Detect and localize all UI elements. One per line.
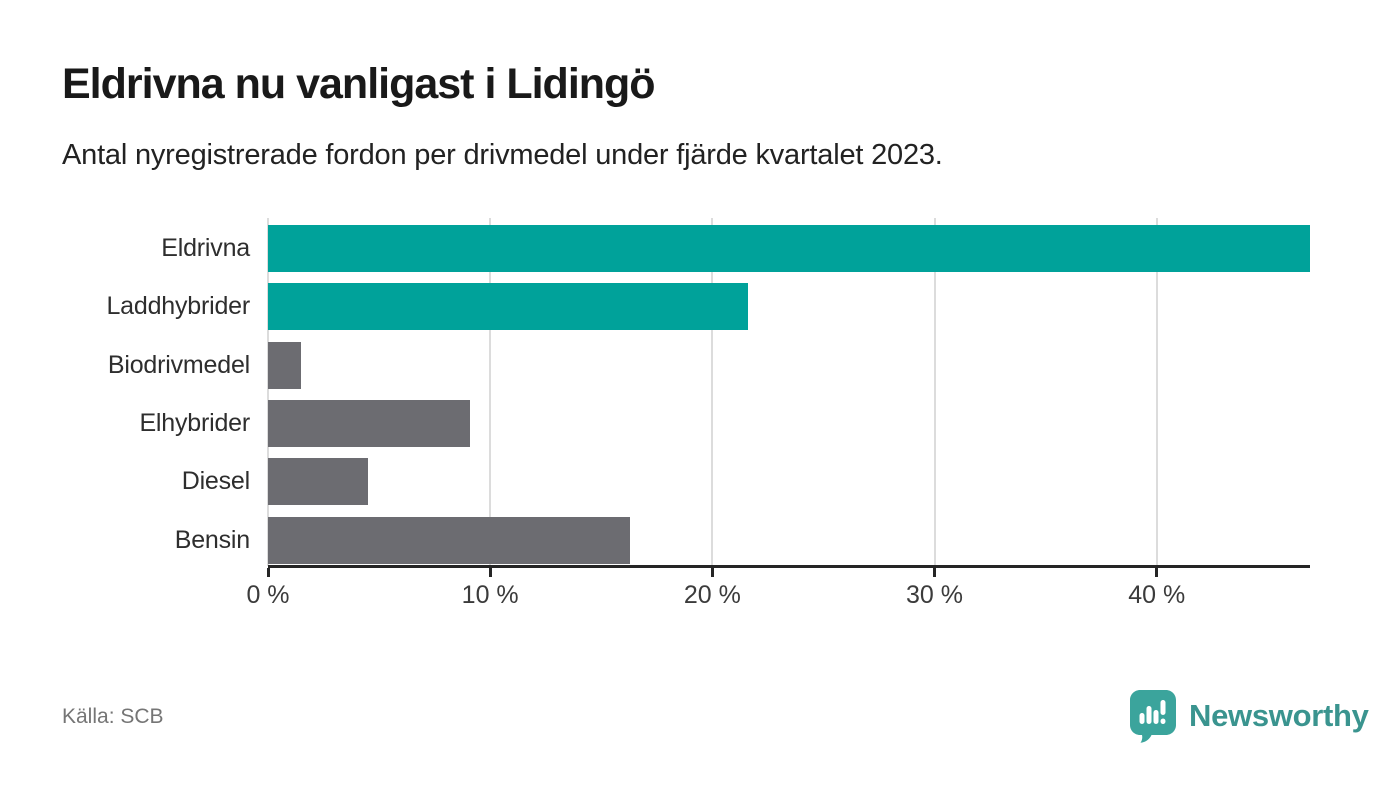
tick-mark-0 bbox=[266, 568, 270, 577]
newsworthy-logo: Newsworthy bbox=[1129, 689, 1369, 743]
bar-eldrivna bbox=[268, 225, 1310, 272]
category-label-eldrivna: Eldrivna bbox=[161, 234, 250, 262]
tick-label-40: 40 % bbox=[1128, 581, 1186, 609]
page-title: Eldrivna nu vanligast i Lidingö bbox=[62, 60, 656, 108]
tick-label-20: 20 % bbox=[683, 581, 741, 609]
category-label-bensin: Bensin bbox=[174, 526, 250, 554]
tick-label-30: 30 % bbox=[906, 581, 964, 609]
tick-mark-40 bbox=[1155, 568, 1159, 577]
bar-diesel bbox=[268, 458, 368, 505]
category-label-elhybrider: Elhybrider bbox=[139, 409, 250, 437]
chart-area bbox=[267, 218, 1310, 566]
tick-label-0: 0 % bbox=[246, 581, 290, 609]
bar-laddhybrider bbox=[268, 283, 748, 330]
x-axis-line bbox=[268, 565, 1310, 568]
bar-biodrivmedel bbox=[268, 342, 302, 389]
category-label-laddhybrider: Laddhybrider bbox=[106, 292, 250, 320]
newsworthy-wordmark: Newsworthy bbox=[1189, 698, 1369, 733]
gridline-0 bbox=[267, 218, 269, 566]
category-label-biodrivmedel: Biodrivmedel bbox=[107, 351, 250, 379]
tick-mark-20 bbox=[710, 568, 714, 577]
gridline-20 bbox=[711, 218, 714, 566]
bar-elhybrider bbox=[268, 400, 471, 447]
gridline-30 bbox=[933, 218, 936, 566]
tick-mark-10 bbox=[488, 568, 492, 577]
gridline-40 bbox=[1155, 218, 1158, 566]
tick-label-10: 10 % bbox=[461, 581, 519, 609]
tick-mark-30 bbox=[933, 568, 937, 577]
category-axis: Eldrivna Laddhybrider Biodrivmedel Elhybrid… bbox=[0, 218, 250, 566]
page-subtitle: Antal nyregistrerade fordon per drivmede… bbox=[62, 139, 943, 171]
bar-bensin bbox=[268, 517, 631, 564]
category-label-diesel: Diesel bbox=[181, 467, 250, 495]
source-label: Källa: SCB bbox=[62, 705, 164, 728]
gridline-10 bbox=[489, 218, 492, 566]
newsworthy-logo-icon bbox=[1130, 690, 1176, 743]
